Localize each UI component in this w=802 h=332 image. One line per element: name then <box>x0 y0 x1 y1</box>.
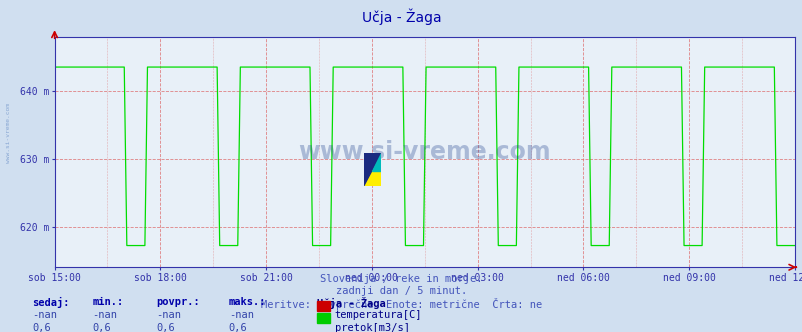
Polygon shape <box>363 153 381 186</box>
Text: Slovenija / reke in morje.: Slovenija / reke in morje. <box>320 274 482 284</box>
Text: zadnji dan / 5 minut.: zadnji dan / 5 minut. <box>335 286 467 296</box>
Text: 0,6: 0,6 <box>92 323 111 332</box>
Polygon shape <box>363 153 381 186</box>
Text: Meritve: povprečne  Enote: metrične  Črta: ne: Meritve: povprečne Enote: metrične Črta:… <box>261 298 541 310</box>
Text: pretok[m3/s]: pretok[m3/s] <box>334 323 409 332</box>
Text: sedaj:: sedaj: <box>32 297 70 308</box>
Text: www.si-vreme.com: www.si-vreme.com <box>298 140 550 164</box>
Text: maks.:: maks.: <box>229 297 266 307</box>
Text: Učja - Žaga: Učja - Žaga <box>361 8 441 25</box>
Text: -nan: -nan <box>92 310 117 320</box>
Text: povpr.:: povpr.: <box>156 297 200 307</box>
Text: 0,6: 0,6 <box>156 323 175 332</box>
Text: 0,6: 0,6 <box>229 323 247 332</box>
Text: 0,6: 0,6 <box>32 323 51 332</box>
Polygon shape <box>371 153 381 171</box>
Text: temperatura[C]: temperatura[C] <box>334 310 422 320</box>
Text: -nan: -nan <box>32 310 57 320</box>
Text: min.:: min.: <box>92 297 124 307</box>
Text: -nan: -nan <box>156 310 181 320</box>
Text: www.si-vreme.com: www.si-vreme.com <box>6 103 11 163</box>
Text: -nan: -nan <box>229 310 253 320</box>
Text: Učja - Žaga: Učja - Žaga <box>317 297 386 309</box>
